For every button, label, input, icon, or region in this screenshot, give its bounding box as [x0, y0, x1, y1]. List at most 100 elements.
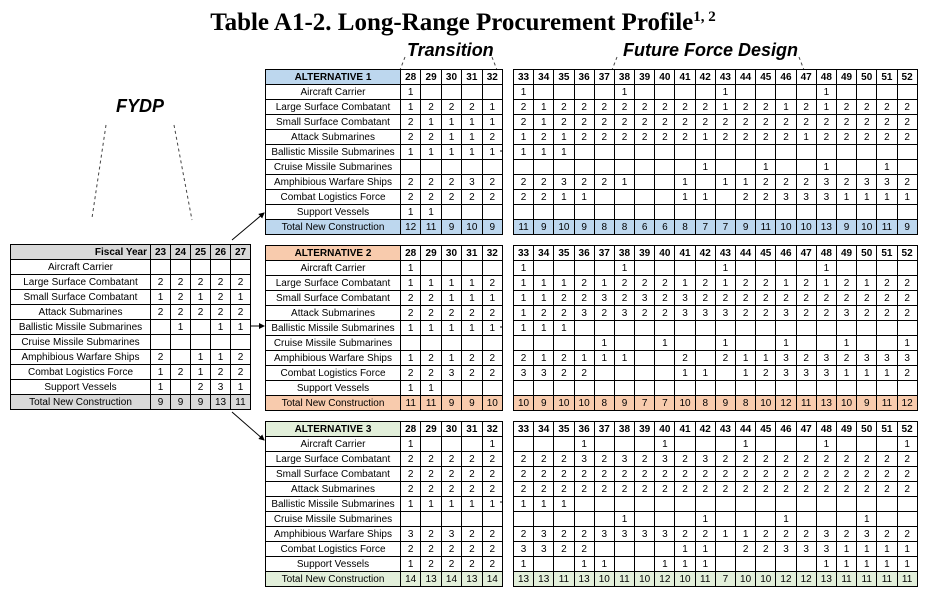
transition-value-cell [461, 380, 483, 396]
future-value-cell: 2 [735, 189, 757, 205]
transition-value-cell: 2 [461, 556, 483, 572]
transition-value-cell [420, 335, 442, 351]
future-total-cell: 13 [533, 571, 555, 587]
future-value-cell: 1 [755, 159, 777, 175]
future-value-cell [654, 541, 676, 557]
transition-value-cell [420, 159, 442, 175]
future-value-cell: 2 [775, 129, 797, 145]
future-value-cell: 2 [896, 305, 918, 321]
future-value-cell [755, 511, 777, 527]
fydp-year-cell: 24 [170, 244, 191, 260]
table-row: Attack Submarines 2 2 2 2 2 [10, 304, 251, 320]
future-value-cell [573, 335, 595, 351]
transition-value-cell: 2 [420, 526, 442, 542]
transition-total-cell: 14 [481, 571, 503, 587]
future-value-cell [613, 320, 636, 336]
future-value-cell [533, 436, 555, 452]
future-year-cell: 51 [876, 421, 898, 437]
value-cell [230, 259, 251, 275]
future-value-cell: 2 [553, 365, 575, 381]
future-value-cell: 2 [775, 451, 797, 467]
future-value-cell [896, 144, 918, 160]
future-value-cell: 1 [795, 129, 817, 145]
future-value-cell [573, 496, 595, 512]
future-value-cell: 2 [735, 129, 757, 145]
row-label: Ballistic Missile Submarines [10, 319, 151, 335]
future-value-cell: 2 [876, 114, 898, 130]
future-value-cell: 2 [533, 174, 555, 190]
future-value-cell: 3 [795, 189, 817, 205]
future-value-cell [876, 144, 898, 160]
future-total-cell: 7 [634, 395, 656, 411]
future-value-cell: 3 [654, 526, 676, 542]
future-value-cell: 3 [553, 174, 575, 190]
future-value-cell: 3 [654, 451, 676, 467]
transition-value-cell: 2 [461, 99, 483, 115]
future-total-cell: 13 [573, 571, 595, 587]
column-gap [501, 481, 514, 497]
transition-value-cell: 1 [420, 320, 442, 336]
future-value-cell: 3 [512, 541, 535, 557]
future-value-cell: 2 [714, 290, 737, 306]
future-value-cell [634, 511, 656, 527]
future-value-cell [674, 335, 696, 351]
future-value-cell: 1 [533, 496, 555, 512]
future-value-cell: 1 [613, 350, 636, 366]
future-total-cell: 12 [795, 571, 817, 587]
transition-value-cell [461, 335, 483, 351]
future-value-cell [714, 496, 737, 512]
future-value-cell [876, 320, 898, 336]
future-value-cell: 1 [896, 436, 918, 452]
total-cell: 9 [170, 394, 191, 410]
row-label: Ballistic Missile Submarines [265, 496, 401, 512]
future-value-cell [654, 380, 676, 396]
future-total-cell: 9 [613, 395, 636, 411]
future-value-cell [593, 320, 615, 336]
future-value-cell: 2 [735, 290, 757, 306]
future-value-cell: 3 [795, 541, 817, 557]
future-value-cell: 1 [815, 275, 837, 291]
future-value-cell: 3 [876, 174, 898, 190]
future-value-cell [714, 556, 737, 572]
transition-value-cell: 2 [420, 174, 442, 190]
alternative-header-row: ALTERNATIVE 1 28 29 30 31 32 33 34 35 36 37 38 39 40 4… [265, 69, 918, 85]
transition-value-cell: 2 [420, 189, 442, 205]
value-cell: 2 [150, 304, 171, 320]
transition-value-cell: 2 [420, 365, 442, 381]
future-value-cell: 2 [674, 99, 696, 115]
future-value-cell: 2 [654, 466, 676, 482]
transition-value-cell: 1 [440, 144, 463, 160]
future-value-cell [876, 84, 898, 100]
value-cell: 1 [170, 319, 191, 335]
future-value-cell: 3 [613, 451, 636, 467]
future-value-cell: 1 [896, 541, 918, 557]
transition-year-cell: 30 [440, 421, 463, 437]
future-value-cell [714, 365, 737, 381]
total-row: Total New Construction 11 11 9 9 10 10 9 10 10 8 9 7… [265, 395, 918, 411]
transition-value-cell [440, 511, 463, 527]
future-total-cell: 13 [815, 219, 837, 235]
transition-value-cell: 2 [399, 466, 422, 482]
transition-value-cell: 2 [440, 189, 463, 205]
future-total-cell: 11 [613, 571, 636, 587]
column-gap [501, 305, 514, 321]
future-value-cell [553, 204, 575, 220]
future-year-cell: 35 [553, 421, 575, 437]
future-value-cell [795, 159, 817, 175]
transition-value-cell: 2 [399, 451, 422, 467]
future-value-cell [634, 189, 656, 205]
future-value-cell: 2 [896, 114, 918, 130]
table-row: Combat Logistics Force 1 2 1 2 2 [10, 364, 251, 380]
future-value-cell: 2 [856, 114, 878, 130]
future-value-cell: 2 [512, 174, 535, 190]
future-year-cell: 52 [896, 245, 918, 261]
future-total-cell: 12 [896, 395, 918, 411]
future-value-cell: 2 [533, 305, 555, 321]
future-value-cell: 2 [694, 275, 716, 291]
transition-value-cell: 1 [481, 290, 503, 306]
future-value-cell: 1 [573, 556, 595, 572]
future-value-cell [674, 260, 696, 276]
future-value-cell: 2 [775, 526, 797, 542]
future-value-cell: 2 [613, 275, 636, 291]
future-value-cell [755, 335, 777, 351]
